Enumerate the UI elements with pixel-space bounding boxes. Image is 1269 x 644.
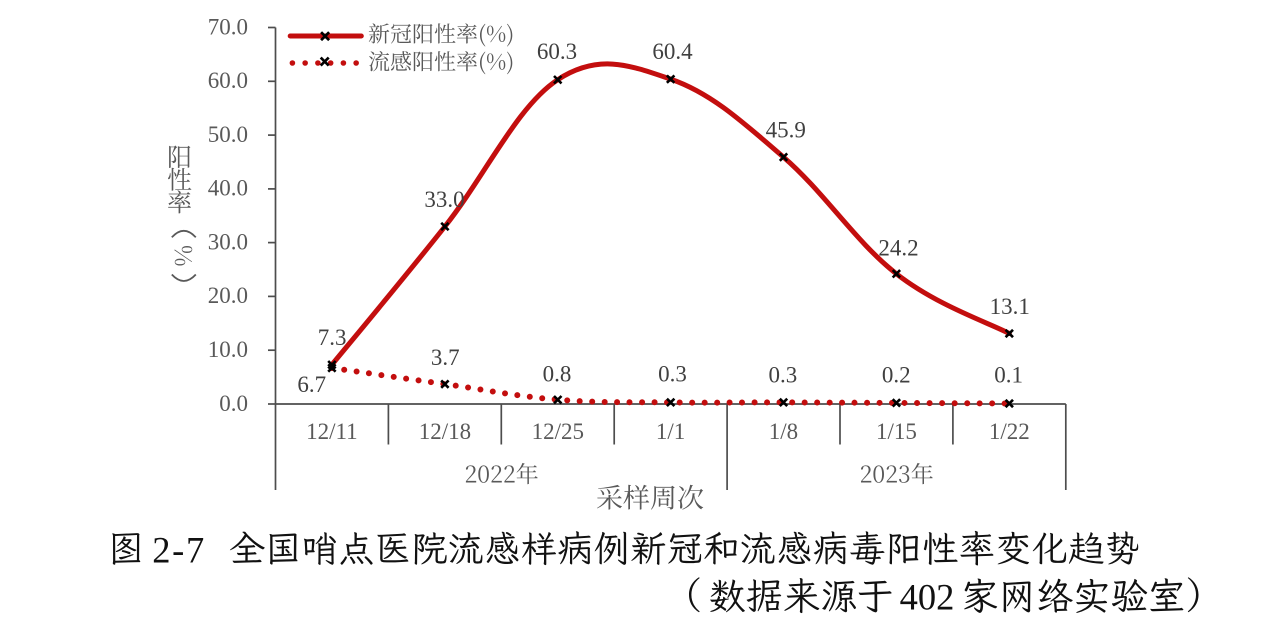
svg-text:50.0: 50.0 xyxy=(208,122,248,147)
svg-text:0.8: 0.8 xyxy=(543,362,572,387)
svg-text:0.0: 0.0 xyxy=(219,391,248,416)
svg-text:13.1: 13.1 xyxy=(990,294,1030,319)
svg-text:0.3: 0.3 xyxy=(769,363,798,388)
svg-text:1/8: 1/8 xyxy=(769,419,798,444)
svg-text:10.0: 10.0 xyxy=(208,337,248,362)
svg-text:45.9: 45.9 xyxy=(766,117,806,142)
svg-text:60.3: 60.3 xyxy=(537,39,577,64)
svg-text:1/22: 1/22 xyxy=(989,419,1030,444)
svg-text:70.0: 70.0 xyxy=(208,14,248,39)
svg-text:0.3: 0.3 xyxy=(658,362,687,387)
svg-text:33.0: 33.0 xyxy=(424,187,464,212)
svg-text:6.7: 6.7 xyxy=(297,372,326,397)
svg-text:12/11: 12/11 xyxy=(306,419,358,444)
svg-text:1/1: 1/1 xyxy=(656,419,685,444)
svg-text:20.0: 20.0 xyxy=(208,283,248,308)
svg-text:30.0: 30.0 xyxy=(208,229,248,254)
svg-text:60.0: 60.0 xyxy=(208,68,248,93)
svg-text:12/25: 12/25 xyxy=(532,419,584,444)
svg-text:3.7: 3.7 xyxy=(431,345,460,370)
svg-text:402: 402 xyxy=(900,577,955,618)
svg-text:12/18: 12/18 xyxy=(419,419,471,444)
svg-text:60.4: 60.4 xyxy=(652,39,693,64)
svg-text:2-7: 2-7 xyxy=(152,530,206,571)
svg-text:24.2: 24.2 xyxy=(878,235,918,260)
svg-text:0.1: 0.1 xyxy=(994,363,1023,388)
svg-text:0.2: 0.2 xyxy=(882,363,911,388)
svg-text:7.3: 7.3 xyxy=(318,325,347,350)
svg-text:1/15: 1/15 xyxy=(876,419,917,444)
svg-text:40.0: 40.0 xyxy=(208,176,248,201)
